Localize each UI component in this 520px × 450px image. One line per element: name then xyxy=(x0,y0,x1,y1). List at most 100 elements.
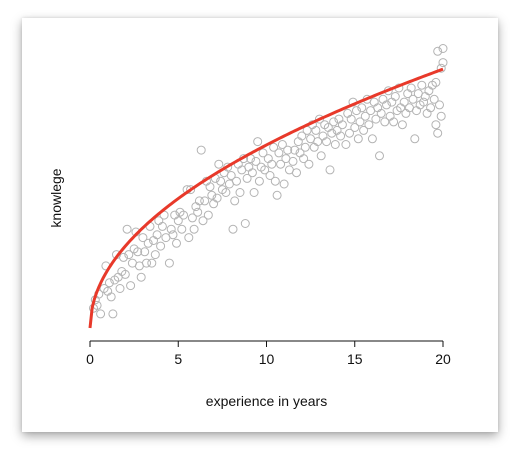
data-point xyxy=(433,46,443,56)
data-point xyxy=(436,111,446,121)
data-point xyxy=(371,114,381,124)
data-point xyxy=(385,111,395,121)
data-point xyxy=(288,156,298,166)
fit-curve xyxy=(88,67,444,329)
data-point xyxy=(341,140,351,149)
data-point xyxy=(164,258,174,268)
data-point xyxy=(187,213,197,223)
data-point xyxy=(138,233,148,243)
data-point xyxy=(327,128,337,138)
data-point xyxy=(336,131,346,141)
data-point xyxy=(205,182,215,192)
data-point xyxy=(311,125,321,135)
data-point xyxy=(189,224,199,234)
data-point xyxy=(313,137,323,147)
data-point xyxy=(277,140,287,149)
data-point xyxy=(290,145,300,155)
data-point xyxy=(253,137,263,147)
data-point xyxy=(357,103,367,113)
data-point xyxy=(369,97,379,107)
data-point xyxy=(122,224,132,234)
data-point xyxy=(124,250,134,260)
data-point xyxy=(249,188,259,197)
data-point xyxy=(147,258,157,268)
data-point xyxy=(186,185,196,195)
data-point xyxy=(265,171,275,180)
data-point xyxy=(417,80,427,90)
data-point xyxy=(380,117,390,127)
data-point xyxy=(194,196,204,206)
data-point xyxy=(438,44,448,53)
data-point xyxy=(104,278,114,288)
data-point xyxy=(359,125,369,135)
points-layer xyxy=(89,44,448,319)
data-point xyxy=(119,252,128,262)
data-point xyxy=(258,148,268,158)
data-point xyxy=(96,309,106,319)
data-point xyxy=(143,238,153,248)
y-axis-title: knowlege xyxy=(48,168,64,227)
data-point xyxy=(274,148,284,158)
data-point xyxy=(152,230,162,240)
data-point xyxy=(133,247,143,257)
data-point xyxy=(304,159,314,169)
data-point xyxy=(226,171,236,180)
data-point xyxy=(142,258,151,268)
data-point xyxy=(322,137,331,147)
data-point xyxy=(350,123,360,132)
data-point xyxy=(297,131,307,141)
data-point xyxy=(329,117,339,127)
data-point xyxy=(346,114,356,124)
data-point xyxy=(382,100,391,110)
data-point xyxy=(283,145,293,155)
data-point xyxy=(228,224,238,234)
data-point xyxy=(247,168,257,178)
data-point xyxy=(267,159,277,169)
x-axis-title: experience in years xyxy=(206,393,327,409)
data-point xyxy=(173,216,183,226)
data-point xyxy=(156,241,166,251)
data-point xyxy=(157,221,167,231)
data-point xyxy=(436,63,446,73)
data-point xyxy=(177,224,187,234)
data-point xyxy=(276,159,286,169)
data-point xyxy=(235,188,245,197)
data-point xyxy=(242,173,252,183)
data-point xyxy=(230,196,240,206)
data-point xyxy=(325,165,335,175)
data-point xyxy=(300,142,310,152)
data-point xyxy=(419,97,429,107)
data-point xyxy=(408,94,418,104)
data-point xyxy=(244,162,254,172)
data-point xyxy=(420,92,430,101)
data-point xyxy=(120,269,130,279)
data-point xyxy=(309,142,319,152)
data-point xyxy=(184,233,194,243)
data-point xyxy=(360,111,370,121)
data-point xyxy=(431,77,441,87)
data-point xyxy=(126,281,136,291)
data-point xyxy=(251,156,261,166)
data-point xyxy=(196,145,206,155)
data-point xyxy=(399,97,409,107)
data-point xyxy=(433,128,443,138)
data-point xyxy=(299,154,309,164)
data-point xyxy=(260,165,270,175)
x-tick-label: 5 xyxy=(174,351,182,367)
data-point xyxy=(270,176,280,186)
data-point xyxy=(214,159,224,169)
data-point xyxy=(191,202,201,212)
data-point xyxy=(345,128,354,138)
data-point xyxy=(198,216,208,226)
data-point xyxy=(355,117,365,127)
data-point xyxy=(429,94,439,104)
data-point xyxy=(410,134,420,144)
x-tick-label: 10 xyxy=(259,351,275,367)
data-point xyxy=(367,134,377,144)
data-point xyxy=(193,207,203,217)
x-tick-label: 20 xyxy=(435,351,451,367)
data-point xyxy=(375,151,384,161)
data-point xyxy=(106,292,116,302)
data-point xyxy=(179,210,188,220)
data-point xyxy=(240,219,250,228)
